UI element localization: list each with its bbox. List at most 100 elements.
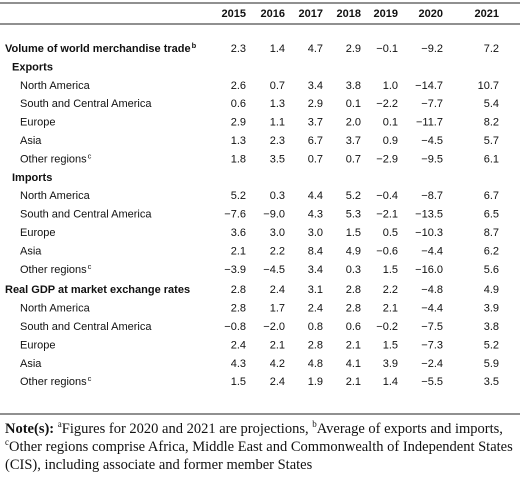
cell: −0.6 [376,245,398,257]
cell: −4.8 [421,284,443,296]
cell: 3.8 [484,321,499,333]
row-label: North America [20,80,91,92]
cell: −2.0 [263,321,285,333]
cell: 1.5 [231,376,246,388]
cell: 0.1 [346,98,361,110]
row-label: Other regions [20,153,87,165]
row-label: North America [20,190,91,202]
cell: 8.2 [484,117,499,129]
cell: 5.6 [484,264,499,276]
cell: −7.3 [421,339,443,351]
cell: −8.7 [421,190,443,202]
cell: 2.4 [270,376,285,388]
cell: 2.8 [231,284,246,296]
cell: 6.1 [484,153,499,165]
table: 2015 2016 2017 2018 2019 2020 2021 Volume of wo… [0,2,520,415]
cell: 0.7 [346,153,361,165]
cell: 4.3 [308,209,323,221]
cell: 2.6 [231,80,246,92]
cell: 2.1 [383,303,398,315]
column-header: 2018 [337,8,361,20]
cell: 0.6 [346,321,361,333]
cell: 1.4 [270,43,285,55]
cell: 4.9 [484,284,499,296]
cell: −0.8 [224,321,246,333]
column-header: 2016 [261,8,285,20]
cell: 2.1 [346,339,361,351]
notes: Note(s): aFigures for 2020 and 2021 are … [5,420,515,474]
cell: −4.4 [421,245,443,257]
row-label: South and Central America [20,209,152,221]
cell: 0.6 [231,98,246,110]
row-label: Asia [20,358,42,370]
cell: 2.0 [346,117,361,129]
cell: 2.3 [231,43,246,55]
cell: −0.4 [376,190,398,202]
cell: 5.3 [346,209,361,221]
cell: 2.4 [270,284,285,296]
cell: 2.1 [270,339,285,351]
cell: 5.2 [346,190,361,202]
cell: 1.0 [383,80,398,92]
cell: 4.3 [231,358,246,370]
cell: −7.5 [421,321,443,333]
cell: −11.7 [416,117,443,129]
cell: 1.5 [346,227,361,239]
cell: 3.5 [484,376,499,388]
cell: −4.5 [263,264,285,276]
footnote-mark: c [88,151,92,160]
cell: 3.5 [270,153,285,165]
cell: 10.7 [478,80,499,92]
note-text: Average of exports and imports, [316,421,503,437]
cell: 4.9 [346,245,361,257]
cell: 4.7 [308,43,323,55]
cell: 1.5 [383,264,398,276]
row-label: Other regions [20,264,87,276]
cell: 2.8 [308,339,323,351]
cell: 3.4 [308,80,323,92]
cell: 3.6 [231,227,246,239]
column-header: 2021 [475,8,499,20]
cell: 0.5 [383,227,398,239]
cell: 1.1 [270,117,285,129]
cell: 2.4 [308,303,323,315]
column-header: 2017 [299,8,323,20]
cell: 2.9 [308,98,323,110]
cell: 2.8 [346,284,361,296]
cell: 2.1 [346,376,361,388]
row-label: Europe [20,227,55,239]
cell: 2.9 [231,117,246,129]
cell: −4.4 [421,303,443,315]
cell: 5.2 [231,190,246,202]
cell: 1.9 [308,376,323,388]
cell: 0.3 [346,264,361,276]
row-label: Asia [20,135,42,147]
cell: 2.4 [231,339,246,351]
cell: 8.4 [308,245,323,257]
cell: −13.5 [415,209,443,221]
cell: −0.2 [376,321,398,333]
cell: 8.7 [484,227,499,239]
cell: −2.9 [376,153,398,165]
footnote-mark: b [192,41,197,50]
cell: 1.7 [270,303,285,315]
footnote-mark: c [88,262,92,271]
row-label: Asia [20,245,42,257]
cell: −2.4 [421,358,443,370]
cell: 3.8 [346,80,361,92]
cell: −0.1 [376,43,398,55]
cell: 4.8 [308,358,323,370]
group-label: Exports [12,61,53,73]
cell: 6.5 [484,209,499,221]
cell: −7.6 [224,209,246,221]
cell: 3.1 [308,284,323,296]
row-label: Other regions [20,376,87,388]
cell: −5.5 [421,376,443,388]
note-items: aFigures for 2020 and 2021 are projectio… [5,420,513,473]
cell: 1.3 [231,135,246,147]
cell: 1.8 [231,153,246,165]
note-mark: c [5,437,9,448]
cell: −10.3 [415,227,443,239]
cell: 6.7 [308,135,323,147]
footnote-mark: c [88,374,92,383]
